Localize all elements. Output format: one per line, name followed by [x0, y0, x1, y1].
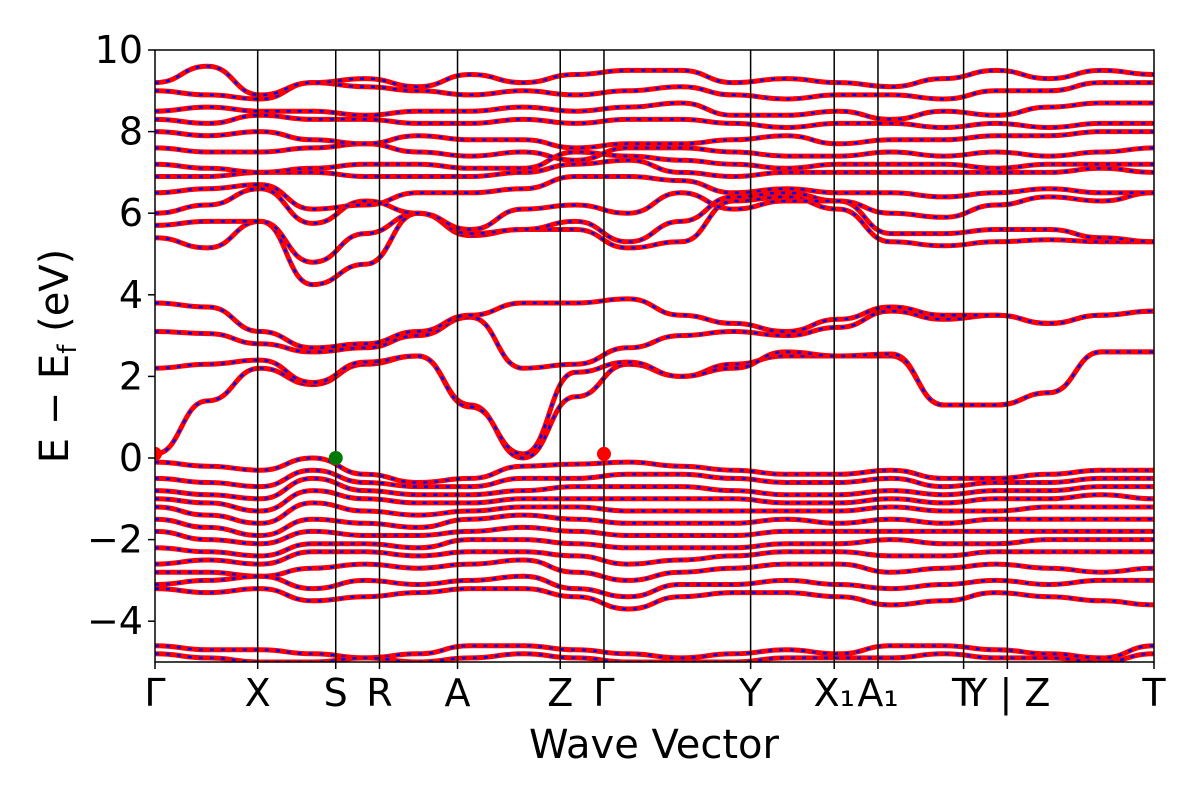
y-axis-label-main: E − E — [32, 354, 78, 464]
x-tick-label-6: Γ — [593, 671, 614, 715]
x-tick-label-8: X₁ — [814, 671, 855, 715]
x-tick-label-10: T — [951, 671, 976, 715]
band-spin-down-29 — [155, 65, 1154, 97]
band-spin-down-17 — [155, 297, 1154, 350]
y-tick-label-3: 2 — [119, 354, 143, 398]
band-spin-down-7 — [155, 538, 1154, 558]
band-spin-down-20 — [155, 187, 1154, 231]
band-spin-down-18 — [155, 195, 1154, 286]
band-spin-up-2 — [155, 475, 1154, 502]
band-spin-down-13 — [155, 652, 1154, 662]
band-spin-up-16 — [155, 308, 1154, 371]
band-spin-down-23 — [155, 150, 1154, 174]
x-tick-label-1: X — [245, 671, 271, 715]
cbm-marker-0 — [155, 446, 162, 461]
band-spin-up-25 — [155, 129, 1154, 151]
band-spin-up-1 — [155, 467, 1154, 490]
band-spin-down-24 — [155, 142, 1154, 162]
band-spin-down-22 — [155, 158, 1154, 178]
vbm-marker — [328, 451, 343, 465]
x-tick-label-5: Z — [547, 671, 573, 715]
y-tick-label-0: −4 — [87, 599, 143, 643]
y-tick-label-5: 6 — [119, 191, 143, 235]
x-tick-label-12: T — [1141, 671, 1166, 715]
y-tick-label-6: 8 — [119, 110, 143, 154]
band-spin-down-12 — [155, 644, 1154, 660]
band-spin-up-3 — [155, 488, 1154, 514]
band-spin-up-10 — [155, 573, 1154, 600]
y-axis-label-unit: (eV) — [32, 249, 78, 345]
band-spin-down-6 — [155, 526, 1154, 545]
y-ticks: −4 −2 0 2 4 6 8 10 — [87, 28, 155, 643]
x-tick-label-7: Y — [738, 671, 763, 715]
plot-frame — [154, 49, 1155, 663]
band-spin-up-23 — [155, 149, 1154, 175]
x-tick-label-4: A — [445, 671, 471, 715]
x-tick-label-0: Γ — [144, 671, 165, 715]
y-tick-label-2: 0 — [119, 436, 143, 480]
cbm-marker-1 — [596, 446, 611, 461]
band-spin-up-5 — [155, 512, 1154, 539]
band-spin-down-27 — [155, 101, 1154, 121]
y-tick-label-4: 4 — [119, 273, 143, 317]
x-axis-label: Wave Vector — [529, 722, 780, 768]
bands-layer — [155, 63, 1154, 662]
band-spin-down-8 — [155, 550, 1154, 566]
band-spin-down-19 — [155, 191, 1154, 264]
x-tick-label-3: R — [366, 671, 392, 715]
band-spin-down-21 — [155, 175, 1154, 211]
x-tick-label-11: Y | Z — [963, 671, 1050, 716]
high-symmetry-lines — [256, 50, 1009, 662]
band-spin-up-15 — [155, 349, 1154, 457]
band-spin-down-26 — [155, 114, 1154, 129]
y-tick-label-7: 10 — [95, 28, 143, 72]
band-spin-down-9 — [155, 558, 1154, 582]
band-spin-up-0 — [155, 455, 1154, 486]
y-tick-label-1: −2 — [87, 518, 143, 562]
band-spin-up-11 — [155, 586, 1154, 612]
x-tick-label-9: A₁ — [857, 671, 898, 715]
band-edge-markers — [155, 446, 611, 465]
y-axis-label: E − Ef (eV) — [32, 249, 83, 464]
band-spin-up-4 — [155, 500, 1154, 526]
x-tick-label-2: S — [324, 671, 348, 715]
y-axis-label-sub: f — [53, 344, 83, 354]
